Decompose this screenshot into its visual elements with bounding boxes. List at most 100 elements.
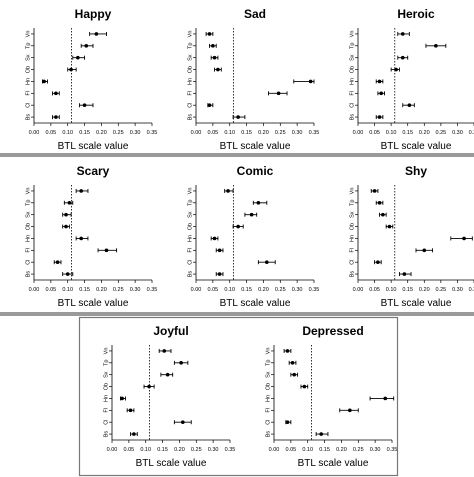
category-label: Sx (349, 211, 355, 218)
estimate-point (276, 91, 281, 96)
estimate-point (377, 115, 382, 119)
estimate-point (65, 272, 70, 276)
x-tick-label: 0.10 (302, 447, 313, 453)
chart-title: Shy (405, 164, 427, 178)
category-label: Cl (265, 420, 271, 425)
category-label: Sx (265, 371, 271, 378)
x-tick-label: 0.10 (224, 130, 235, 136)
x-axis-label: BTL scale value (298, 458, 369, 469)
x-tick-label: 0.05 (207, 287, 218, 293)
category-label: Hn (25, 235, 31, 242)
category-label: Sx (103, 371, 109, 378)
category-label: Fl (187, 91, 193, 96)
estimate-point (434, 44, 438, 48)
panel-joyful: Joyful 0.00 0.05 0.10 0.15 0.20 0.25 0.30 0.35 BT… (103, 324, 235, 469)
chart-title: Heroic (397, 7, 435, 21)
category-label: Vn (187, 188, 193, 195)
x-tick-label: 0.30 (370, 447, 381, 453)
category-label: Cl (25, 260, 31, 265)
estimate-point (348, 408, 352, 413)
estimate-point (94, 32, 99, 36)
category-label: Cl (187, 103, 193, 108)
chart-title: Joyful (153, 324, 188, 338)
x-axis-label: BTL scale value (58, 298, 129, 309)
x-tick-label: 0.35 (147, 287, 158, 293)
x-tick-label: 0.05 (45, 287, 56, 293)
estimate-point (302, 384, 307, 389)
estimate-point (462, 236, 466, 241)
x-tick-label: 0.20 (419, 287, 430, 293)
estimate-point (82, 103, 87, 107)
estimate-point (290, 361, 295, 365)
x-tick-label: 0.35 (147, 130, 158, 136)
category-label: Hn (349, 78, 355, 85)
estimate-point (216, 67, 220, 72)
x-tick-label: 0.20 (96, 130, 107, 136)
x-tick-label: 0.35 (309, 287, 320, 293)
category-label: Cl (349, 260, 355, 265)
estimate-point (377, 79, 382, 84)
x-tick-label: 0.00 (269, 447, 280, 453)
category-label: Vn (25, 31, 31, 38)
category-label: Tp (349, 200, 355, 206)
estimate-point (84, 44, 89, 48)
panel-happy: Happy 0.00 0.05 0.10 0.15 0.20 0.25 0.30 0.35 BTL… (25, 7, 157, 152)
estimate-point (181, 420, 185, 424)
x-tick-label: 0.20 (336, 447, 347, 453)
category-label: Tp (25, 43, 31, 49)
x-tick-label: 0.30 (130, 287, 141, 293)
estimate-point (64, 212, 68, 217)
x-tick-label: 0.15 (79, 287, 90, 293)
x-tick-label: 0.20 (258, 130, 269, 136)
estimate-point (249, 212, 254, 217)
x-tick-label: 0.00 (191, 130, 202, 136)
x-axis-label: BTL scale value (220, 141, 291, 152)
x-tick-label: 0.00 (353, 287, 364, 293)
estimate-point (165, 372, 170, 377)
x-tick-label: 0.15 (319, 447, 330, 453)
x-tick-label: 0.15 (241, 130, 252, 136)
estimate-point (104, 248, 109, 253)
estimate-point (422, 248, 427, 253)
section-separators (0, 153, 474, 477)
x-tick-label: 0.30 (452, 130, 463, 136)
estimate-point (400, 32, 405, 36)
estimate-point (76, 55, 80, 60)
x-tick-label: 0.25 (275, 130, 286, 136)
estimate-point (407, 103, 412, 107)
estimate-point (256, 201, 261, 205)
category-label: Cl (187, 260, 193, 265)
x-axis-label: BTL scale value (58, 141, 129, 152)
panel-heroic: Heroic 0.00 0.05 0.10 0.15 0.20 0.25 0.30 0.35 BT… (349, 7, 474, 152)
category-label: Bs (103, 431, 109, 438)
x-tick-label: 0.10 (386, 287, 397, 293)
estimate-point (402, 272, 407, 276)
x-tick-label: 0.00 (29, 130, 40, 136)
estimate-point (377, 201, 382, 205)
x-tick-label: 0.35 (469, 130, 474, 136)
x-tick-label: 0.05 (285, 447, 296, 453)
estimate-point (207, 32, 212, 36)
estimate-point (211, 44, 215, 48)
category-label: Fl (25, 91, 31, 96)
estimate-point (67, 201, 72, 205)
panel-depressed: Depressed 0.00 0.05 0.10 0.15 0.20 0.25 0.30 0.3… (265, 324, 397, 469)
category-label: Fl (349, 248, 355, 253)
category-label: Sx (349, 54, 355, 61)
category-label: Ob (187, 223, 193, 230)
x-tick-label: 0.35 (387, 447, 398, 453)
x-tick-label: 0.30 (292, 287, 303, 293)
estimate-point (217, 248, 222, 253)
panel-sad: Sad 0.00 0.05 0.10 0.15 0.20 0.25 0.30 0.35 BTL s… (187, 7, 319, 152)
category-label: Tp (103, 360, 109, 366)
x-axis-label: BTL scale value (136, 458, 207, 469)
estimate-point (207, 103, 212, 107)
estimate-point (383, 396, 388, 401)
x-tick-label: 0.10 (386, 130, 397, 136)
chart-panels: Happy 0.00 0.05 0.10 0.15 0.20 0.25 0.30 0.35 BTL… (25, 7, 474, 469)
x-tick-label: 0.20 (419, 130, 430, 136)
estimate-point (226, 189, 230, 193)
category-label: Hn (25, 78, 31, 85)
estimate-point (292, 372, 297, 377)
x-tick-label: 0.00 (191, 287, 202, 293)
